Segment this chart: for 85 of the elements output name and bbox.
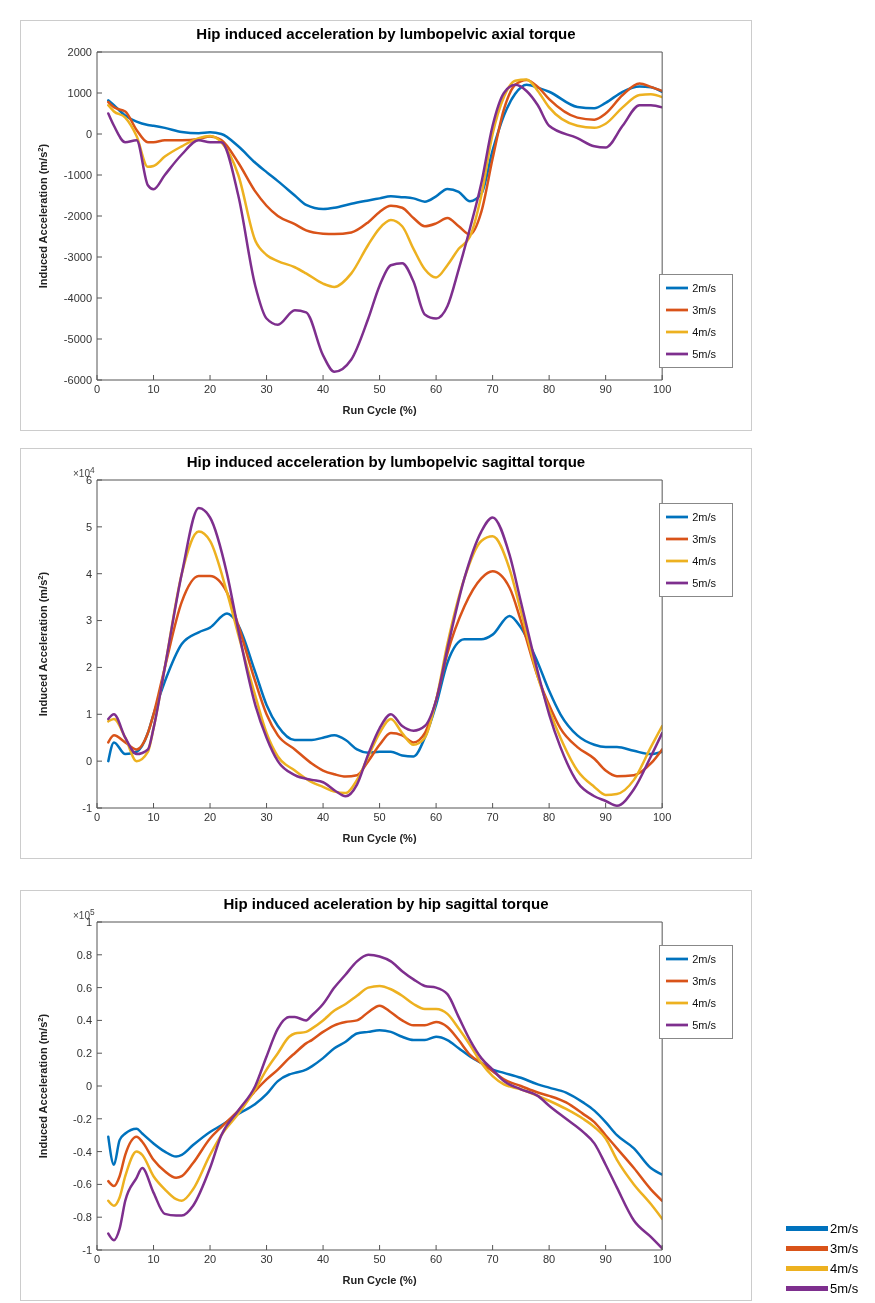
x-tick-label: 0 bbox=[93, 810, 101, 823]
y-tick-label: 0.4 bbox=[76, 1014, 92, 1027]
y-tick-label: 1 bbox=[85, 708, 92, 721]
y-tick-label: 1000 bbox=[67, 86, 92, 99]
legend-label: 4m/s bbox=[692, 326, 716, 339]
y-tick-label: -1000 bbox=[63, 168, 92, 181]
legend-label: 2m/s bbox=[692, 953, 716, 966]
legend-key: 2m/s 3m/s 4m/s 5m/s bbox=[786, 1218, 859, 1298]
x-tick-label: 80 bbox=[543, 382, 556, 395]
y-tick-label: -0.2 bbox=[73, 1112, 92, 1125]
y-tick-label: -3000 bbox=[63, 250, 92, 263]
line-series bbox=[107, 984, 663, 1221]
legend-label: 5m/s bbox=[692, 577, 716, 590]
line-series bbox=[107, 1028, 663, 1176]
legend-label: 3m/s bbox=[692, 975, 716, 988]
x-tick-label: 80 bbox=[543, 1252, 556, 1265]
x-tick-label: 90 bbox=[599, 382, 612, 395]
line-series bbox=[107, 83, 663, 374]
x-tick-label: 30 bbox=[260, 382, 273, 395]
y-tick-label: -0.8 bbox=[73, 1211, 92, 1224]
y-tick-label: -4000 bbox=[63, 291, 92, 304]
x-tick-label: 50 bbox=[373, 382, 386, 395]
x-tick-label: 100 bbox=[652, 1252, 672, 1265]
x-tick-label: 20 bbox=[203, 810, 217, 823]
legend-label: 2m/s bbox=[692, 511, 716, 524]
y-tick-label: 4 bbox=[85, 567, 92, 580]
chart-title: Hip induced aceleration by hip sagittal torque bbox=[223, 895, 549, 912]
x-tick-label: 40 bbox=[316, 382, 330, 395]
x-tick-label: 50 bbox=[373, 810, 386, 823]
legend-label: 5m/s bbox=[692, 348, 716, 361]
x-tick-label: 70 bbox=[486, 382, 499, 395]
x-tick-label: 70 bbox=[486, 810, 499, 823]
x-tick-label: 40 bbox=[316, 810, 330, 823]
legend-label: 4m/s bbox=[692, 555, 716, 568]
y-tick-label: 2 bbox=[85, 661, 92, 674]
x-tick-label: 20 bbox=[203, 1252, 217, 1265]
y-tick-label: -1 bbox=[82, 1243, 92, 1256]
legend-label: 2m/s bbox=[692, 282, 716, 295]
y-tick-label: 0.6 bbox=[76, 981, 92, 994]
line-series bbox=[107, 953, 663, 1250]
y-tick-label: 0 bbox=[85, 127, 92, 140]
y-tick-label: 0.2 bbox=[76, 1047, 92, 1060]
x-axis-title: Run Cycle (%) bbox=[342, 1274, 417, 1286]
y-tick-label: -2000 bbox=[63, 209, 92, 222]
y-tick-label: 0 bbox=[85, 755, 92, 768]
x-tick-label: 0 bbox=[93, 382, 101, 395]
x-axis-title: Run Cycle (%) bbox=[342, 832, 417, 844]
y-tick-label: -0.4 bbox=[73, 1145, 92, 1158]
x-axis-title: Run Cycle (%) bbox=[342, 404, 417, 416]
x-tick-label: 100 bbox=[652, 382, 672, 395]
x-tick-label: 100 bbox=[652, 810, 672, 823]
x-tick-label: 80 bbox=[543, 810, 556, 823]
y-tick-label: -1 bbox=[82, 801, 92, 814]
x-tick-label: 30 bbox=[260, 1252, 273, 1265]
legend-label: 5m/s bbox=[692, 1019, 716, 1032]
x-tick-label: 40 bbox=[316, 1252, 330, 1265]
y-tick-label: 2000 bbox=[67, 45, 92, 58]
x-tick-label: 60 bbox=[429, 1252, 443, 1265]
x-tick-label: 10 bbox=[147, 382, 160, 395]
legend-label: 3m/s bbox=[692, 304, 716, 317]
chart-title: Hip induced acceleration by lumbopelvic axial torque bbox=[195, 25, 577, 42]
y-tick-label: -0.6 bbox=[73, 1178, 92, 1191]
chart-title: Hip induced acceleration by lumbopelvic sagittal torque bbox=[186, 453, 586, 470]
x-tick-label: 50 bbox=[373, 1252, 386, 1265]
x-tick-label: 20 bbox=[203, 382, 217, 395]
x-tick-label: 60 bbox=[429, 810, 443, 823]
y-tick-label: -5000 bbox=[63, 332, 92, 345]
y-tick-label: 5 bbox=[85, 520, 92, 533]
x-tick-label: 0 bbox=[93, 1252, 101, 1265]
line-series bbox=[107, 78, 663, 289]
y-tick-label: 0.8 bbox=[76, 948, 92, 961]
x-tick-label: 10 bbox=[147, 1252, 160, 1265]
x-tick-label: 10 bbox=[147, 810, 160, 823]
x-tick-label: 70 bbox=[486, 1252, 499, 1265]
legend-label: 4m/s bbox=[692, 997, 716, 1010]
x-tick-label: 90 bbox=[599, 810, 612, 823]
line-series bbox=[107, 1004, 663, 1203]
y-tick-label: 0 bbox=[85, 1079, 92, 1092]
x-tick-label: 30 bbox=[260, 810, 273, 823]
legend-label: 3m/s bbox=[692, 533, 716, 546]
x-tick-label: 90 bbox=[599, 1252, 612, 1265]
line-series bbox=[107, 78, 663, 236]
y-tick-label: 3 bbox=[85, 614, 92, 627]
x-tick-label: 60 bbox=[429, 382, 443, 395]
y-tick-label: -6000 bbox=[63, 373, 92, 386]
